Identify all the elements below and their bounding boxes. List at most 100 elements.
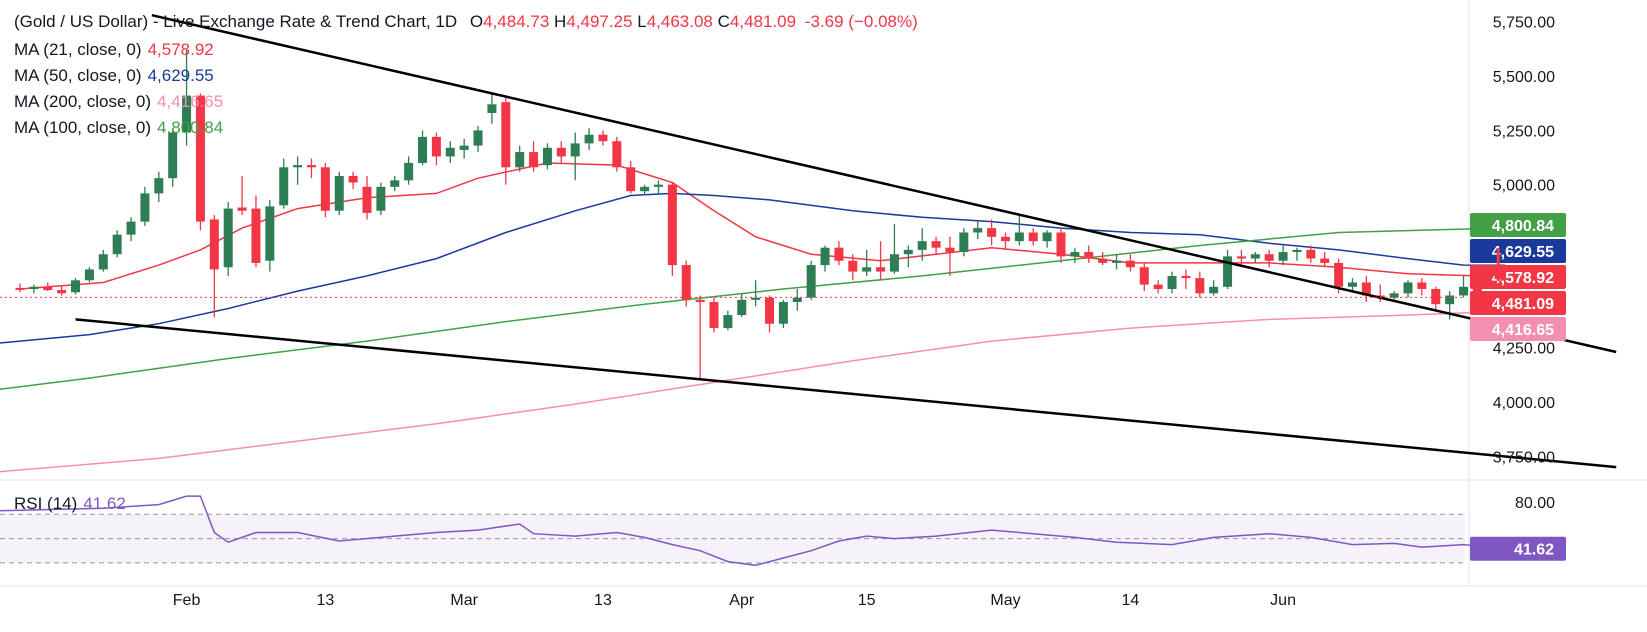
ma-line-1 (0, 192, 1506, 344)
candle-body (806, 265, 816, 298)
candle (1181, 269, 1191, 289)
candle-body (1070, 252, 1080, 257)
candle (1361, 275, 1371, 303)
candle (598, 130, 608, 146)
price-tick-label: 4,000.00 (1493, 395, 1555, 412)
candle (1209, 280, 1219, 296)
candle-body (848, 260, 858, 272)
time-tick-label: Feb (173, 592, 201, 609)
candle-body (765, 297, 775, 324)
candle (667, 182, 677, 276)
candle-body (154, 178, 164, 194)
candle-body (1292, 249, 1302, 253)
low-value: 4,463.08 (646, 12, 713, 31)
candle-body (168, 132, 178, 179)
candle-body (584, 134, 594, 144)
candle (195, 93, 205, 231)
candle (612, 136, 622, 172)
price-tick-label: 5,500.00 (1493, 69, 1555, 86)
candle-body (43, 286, 53, 291)
candle (473, 126, 483, 153)
candle (334, 171, 344, 216)
candle (306, 158, 316, 179)
price-tick-label: 3,750.00 (1493, 449, 1555, 466)
candle (723, 310, 733, 331)
candle-body (1250, 254, 1260, 259)
candle-body (1028, 232, 1038, 242)
candle-body (1334, 262, 1344, 287)
ma50-badge-label: 4,629.55 (1492, 244, 1554, 261)
open-label: O (469, 12, 484, 31)
candle-body (542, 147, 552, 166)
candle-body (1361, 282, 1371, 296)
candle (806, 260, 816, 300)
candle (1459, 275, 1469, 298)
close-value: 4,481.09 (729, 12, 797, 31)
candle-body (29, 286, 39, 289)
ma-line-0 (19, 162, 1506, 290)
candle (1236, 249, 1246, 268)
rsi-line (0, 495, 1506, 567)
candle-body (1153, 284, 1163, 289)
candle (112, 230, 122, 258)
candle-body (723, 315, 733, 329)
candles (15, 49, 1496, 381)
candle-body (348, 175, 358, 183)
candle-body (973, 228, 983, 233)
candle-body (1278, 252, 1288, 261)
candle (1042, 230, 1052, 248)
candle-body (182, 95, 192, 133)
candle-body (515, 152, 525, 168)
time-tick-label: Mar (450, 592, 478, 609)
candle (737, 293, 747, 318)
candle (1014, 215, 1024, 246)
candle (1153, 280, 1163, 294)
close-label: C (717, 12, 730, 31)
candle (223, 202, 233, 276)
legend-ma200: MA (200, close, 0) 4,416.65 (14, 92, 223, 112)
candle-body (293, 165, 303, 168)
candle (542, 143, 552, 170)
price-tick-label: 5,000.00 (1493, 178, 1555, 195)
rsi-badge-label: 41.62 (1514, 542, 1554, 559)
candle-body (223, 208, 233, 268)
ma21-badge: 4,578.92 (1470, 265, 1566, 289)
time-tick-label: Jun (1270, 592, 1296, 609)
candle-body (1125, 260, 1135, 268)
high-value: 4,497.25 (566, 12, 633, 31)
candle (265, 199, 275, 272)
price-tick-label: 4,250.00 (1493, 341, 1555, 358)
candle-body (529, 152, 539, 168)
ma200-badge: 4,416.65 (1470, 317, 1566, 341)
candle-body (862, 267, 872, 272)
candle (973, 221, 983, 239)
change-value: -3.69 (−0.08%) (804, 12, 918, 31)
candle-body (209, 219, 219, 270)
candle (1112, 254, 1122, 270)
candle-body (1389, 293, 1399, 298)
candle (168, 128, 178, 187)
candle (681, 260, 691, 307)
rsi-badge: 41.62 (1470, 536, 1566, 561)
candle-body (626, 167, 636, 192)
candle (237, 175, 247, 216)
axes: 5,750.00 5,500.00 5,250.00 5,000.00 4,250.00… (173, 15, 1555, 609)
legend-ma100-value: 4,800.84 (157, 118, 224, 137)
candle-body (681, 265, 691, 300)
candle-body (1181, 275, 1191, 279)
candle-body (1459, 286, 1469, 296)
candle (487, 93, 497, 124)
ma100-badge: 4,800.84 (1470, 213, 1566, 237)
candle-body (71, 280, 81, 293)
candle (1028, 228, 1038, 246)
candle-body (640, 186, 650, 192)
chart-header: (Gold / US Dollar) - Live Exchange Rate … (14, 12, 918, 32)
candle (917, 228, 927, 261)
ma50-badge-bg (1470, 239, 1566, 263)
legend-ma200-value: 4,416.65 (157, 92, 224, 111)
candle (751, 280, 761, 307)
candle (84, 267, 94, 283)
rsi-pane (0, 495, 1506, 567)
candle-body (1084, 252, 1094, 259)
candle (626, 160, 636, 194)
